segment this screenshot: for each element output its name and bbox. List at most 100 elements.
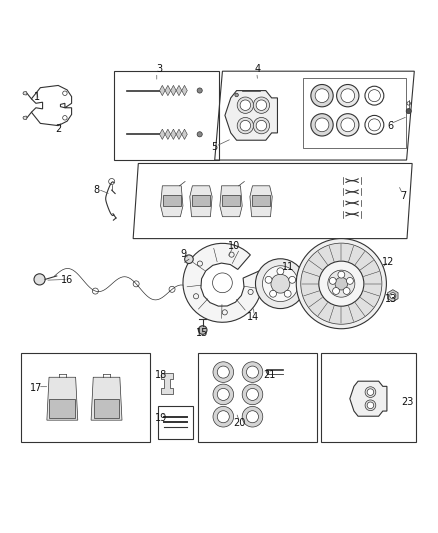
Text: 11: 11 xyxy=(282,262,294,271)
Circle shape xyxy=(406,109,411,114)
Circle shape xyxy=(256,100,267,110)
Text: 1: 1 xyxy=(34,92,39,102)
Polygon shape xyxy=(388,289,398,302)
Polygon shape xyxy=(171,85,176,95)
Circle shape xyxy=(343,287,350,294)
Circle shape xyxy=(256,120,267,131)
Circle shape xyxy=(253,117,269,134)
Circle shape xyxy=(338,271,345,278)
Circle shape xyxy=(242,362,263,382)
Bar xyxy=(158,406,193,439)
Polygon shape xyxy=(250,186,272,217)
Polygon shape xyxy=(91,377,122,420)
Circle shape xyxy=(319,261,364,306)
Polygon shape xyxy=(161,186,183,217)
Circle shape xyxy=(335,277,348,290)
Circle shape xyxy=(217,411,230,423)
Circle shape xyxy=(217,366,230,378)
Bar xyxy=(321,353,417,442)
Text: 2: 2 xyxy=(55,124,61,134)
Text: 15: 15 xyxy=(196,328,208,338)
Polygon shape xyxy=(94,399,120,418)
Circle shape xyxy=(237,117,254,134)
Circle shape xyxy=(328,270,355,297)
Circle shape xyxy=(341,89,355,102)
Circle shape xyxy=(390,293,396,298)
Polygon shape xyxy=(192,195,210,206)
Text: 16: 16 xyxy=(60,275,73,285)
Circle shape xyxy=(367,402,374,409)
Bar xyxy=(303,78,406,149)
Text: 4: 4 xyxy=(254,64,261,74)
Circle shape xyxy=(197,132,202,137)
Text: 9: 9 xyxy=(181,249,187,260)
Circle shape xyxy=(217,389,230,400)
Text: 18: 18 xyxy=(155,370,167,379)
Circle shape xyxy=(337,114,359,136)
Text: 5: 5 xyxy=(212,142,218,152)
Polygon shape xyxy=(23,92,27,95)
Circle shape xyxy=(311,114,333,136)
Circle shape xyxy=(185,255,193,263)
Circle shape xyxy=(337,85,359,107)
Polygon shape xyxy=(252,195,270,206)
Text: 21: 21 xyxy=(264,370,276,379)
Polygon shape xyxy=(182,129,187,140)
Circle shape xyxy=(315,89,329,102)
Circle shape xyxy=(247,366,258,378)
Circle shape xyxy=(346,278,353,284)
Polygon shape xyxy=(163,195,181,206)
Polygon shape xyxy=(183,244,262,322)
Circle shape xyxy=(240,120,251,131)
Polygon shape xyxy=(222,195,240,206)
Text: 20: 20 xyxy=(233,418,246,428)
Polygon shape xyxy=(176,85,182,95)
Text: 8: 8 xyxy=(94,185,100,195)
Circle shape xyxy=(271,274,290,293)
Polygon shape xyxy=(350,381,387,416)
Circle shape xyxy=(367,389,374,395)
Bar xyxy=(198,353,317,442)
Circle shape xyxy=(242,384,263,405)
Circle shape xyxy=(247,411,258,423)
Circle shape xyxy=(197,88,202,93)
Circle shape xyxy=(247,389,258,400)
Polygon shape xyxy=(161,373,173,394)
Circle shape xyxy=(34,274,45,285)
Polygon shape xyxy=(23,116,27,119)
Text: 10: 10 xyxy=(228,241,240,251)
Circle shape xyxy=(365,387,376,398)
Bar xyxy=(21,353,150,442)
Text: 19: 19 xyxy=(155,413,167,423)
Circle shape xyxy=(237,97,254,114)
Polygon shape xyxy=(165,129,171,140)
Polygon shape xyxy=(159,85,165,95)
Circle shape xyxy=(235,93,238,96)
Text: 13: 13 xyxy=(385,294,397,304)
Circle shape xyxy=(213,407,233,427)
Bar xyxy=(114,71,219,160)
Text: 7: 7 xyxy=(400,191,407,201)
Circle shape xyxy=(301,243,382,324)
Circle shape xyxy=(270,290,276,297)
Circle shape xyxy=(242,407,263,427)
Polygon shape xyxy=(171,129,176,140)
Text: 3: 3 xyxy=(156,64,162,74)
Text: 12: 12 xyxy=(382,257,395,267)
Polygon shape xyxy=(225,91,277,140)
Polygon shape xyxy=(176,129,182,140)
Circle shape xyxy=(212,273,232,293)
Circle shape xyxy=(262,266,298,302)
Polygon shape xyxy=(159,129,165,140)
Circle shape xyxy=(365,400,376,410)
Circle shape xyxy=(284,290,291,297)
Polygon shape xyxy=(165,85,171,95)
Text: 6: 6 xyxy=(388,120,394,131)
Circle shape xyxy=(265,277,272,283)
Polygon shape xyxy=(190,186,212,217)
Text: 17: 17 xyxy=(30,383,43,392)
Polygon shape xyxy=(182,85,187,95)
Circle shape xyxy=(255,259,305,309)
Circle shape xyxy=(289,277,296,283)
Circle shape xyxy=(213,384,233,405)
